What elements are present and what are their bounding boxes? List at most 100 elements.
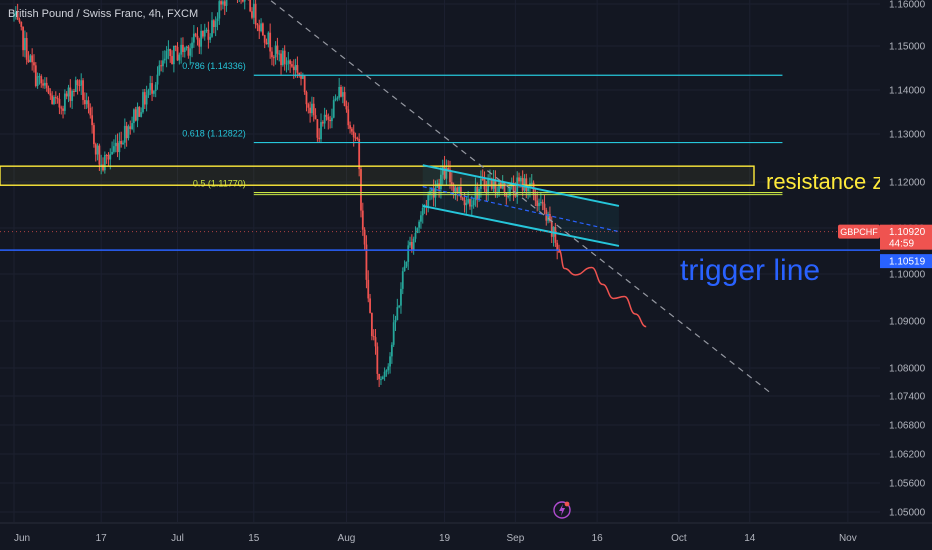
candle-body bbox=[42, 83, 44, 86]
candle-body bbox=[171, 56, 173, 65]
candle-body bbox=[73, 91, 75, 93]
candle-body bbox=[149, 83, 152, 91]
candle-body bbox=[223, 1, 226, 6]
candle-body bbox=[16, 12, 19, 20]
trigger-price-badge bbox=[880, 254, 932, 269]
candle-body bbox=[151, 83, 153, 94]
candle-body bbox=[87, 100, 90, 108]
candle-body bbox=[163, 58, 166, 61]
candle-body bbox=[440, 174, 442, 190]
candle-body bbox=[407, 245, 410, 262]
candle-body bbox=[218, 1, 221, 19]
candle-body bbox=[347, 109, 350, 126]
candle-body bbox=[43, 82, 46, 86]
candle-body bbox=[349, 125, 351, 129]
time-tick-label: Jun bbox=[14, 533, 30, 544]
candle-body bbox=[405, 261, 408, 267]
candle-body bbox=[78, 84, 81, 86]
candle-body bbox=[527, 187, 530, 192]
candle-body bbox=[100, 164, 103, 166]
candle-body bbox=[378, 373, 381, 380]
candle-body bbox=[107, 155, 110, 160]
trigger-price-label: 1.10519 bbox=[889, 257, 926, 268]
candle-body bbox=[427, 195, 430, 206]
candle-body bbox=[142, 92, 144, 113]
candle-body bbox=[127, 126, 130, 139]
candle-body bbox=[392, 322, 395, 345]
candle-body bbox=[258, 25, 261, 32]
candle-body bbox=[340, 86, 342, 97]
candle-body bbox=[63, 93, 66, 111]
candle-body bbox=[111, 151, 113, 155]
candle-body bbox=[352, 131, 355, 138]
candle-body bbox=[516, 177, 519, 197]
candle-body bbox=[249, 0, 252, 12]
candle-body bbox=[129, 126, 132, 129]
candle-body bbox=[191, 42, 193, 49]
candle-body bbox=[154, 84, 157, 92]
candle-body bbox=[338, 86, 341, 98]
candle-body bbox=[136, 106, 139, 121]
candle-body bbox=[265, 42, 268, 45]
candle-body bbox=[31, 55, 34, 63]
lightning-icon[interactable] bbox=[552, 500, 572, 520]
candle-body bbox=[452, 184, 455, 192]
candle-body bbox=[476, 186, 479, 200]
price-tick-label: 1.16000 bbox=[889, 0, 926, 11]
candle-body bbox=[256, 24, 259, 26]
forecast-path[interactable] bbox=[558, 248, 647, 328]
candle-body bbox=[133, 109, 135, 124]
candle-body bbox=[361, 210, 364, 230]
candle-body bbox=[450, 182, 453, 185]
time-axis[interactable]: Jun 17 Jul 15 Aug 19 Sep 16 Oct 14 Nov bbox=[0, 522, 932, 544]
candle-body bbox=[385, 370, 388, 372]
candle-body bbox=[487, 179, 490, 194]
candle-body bbox=[336, 97, 339, 99]
candle-body bbox=[185, 46, 188, 48]
candle-body bbox=[470, 205, 473, 207]
candle-body bbox=[301, 75, 304, 79]
candle-body bbox=[96, 145, 99, 155]
candle-body bbox=[556, 242, 559, 251]
candle-body bbox=[334, 98, 337, 101]
candle-body bbox=[89, 107, 92, 116]
candle-body bbox=[323, 114, 326, 124]
price-tick-label: 1.07400 bbox=[889, 392, 926, 403]
candle-body bbox=[260, 23, 262, 32]
time-tick-label: Oct bbox=[671, 533, 687, 544]
price-axis[interactable]: 1.160001.150001.140001.130001.120001.110… bbox=[880, 0, 932, 550]
candle-body bbox=[494, 179, 497, 193]
candle-body bbox=[409, 241, 411, 246]
candle-body bbox=[36, 76, 39, 86]
candle-body bbox=[187, 46, 190, 56]
candle-body bbox=[194, 33, 197, 36]
symbol-badge-label: GBPCHF bbox=[840, 227, 878, 237]
resistance-zone[interactable] bbox=[0, 165, 755, 186]
candle-body bbox=[45, 82, 48, 88]
candle-body bbox=[76, 80, 79, 85]
price-tick-label: 1.08000 bbox=[889, 364, 926, 375]
candle-body bbox=[56, 98, 59, 100]
price-tick-label: 1.10000 bbox=[889, 270, 926, 281]
candle-body bbox=[165, 50, 168, 59]
channel-upper-line[interactable] bbox=[422, 164, 620, 207]
candle-body bbox=[351, 128, 353, 132]
time-tick-label: 15 bbox=[248, 533, 260, 544]
candle-body bbox=[98, 145, 101, 165]
channel-lower-line[interactable] bbox=[422, 204, 620, 247]
candle-body bbox=[483, 179, 486, 190]
candle-body bbox=[69, 87, 72, 101]
candle-body bbox=[18, 19, 21, 22]
candle-body bbox=[554, 226, 557, 243]
candle-body bbox=[263, 35, 266, 43]
candle-body bbox=[211, 20, 213, 37]
candle-body bbox=[82, 80, 84, 100]
candle-body bbox=[367, 279, 370, 299]
candle-body bbox=[122, 142, 124, 145]
candle-body bbox=[472, 200, 475, 206]
time-tick-label: 14 bbox=[744, 533, 756, 544]
candle-body bbox=[300, 75, 302, 79]
candle-body bbox=[14, 12, 17, 15]
countdown-label: 44:59 bbox=[889, 239, 914, 250]
